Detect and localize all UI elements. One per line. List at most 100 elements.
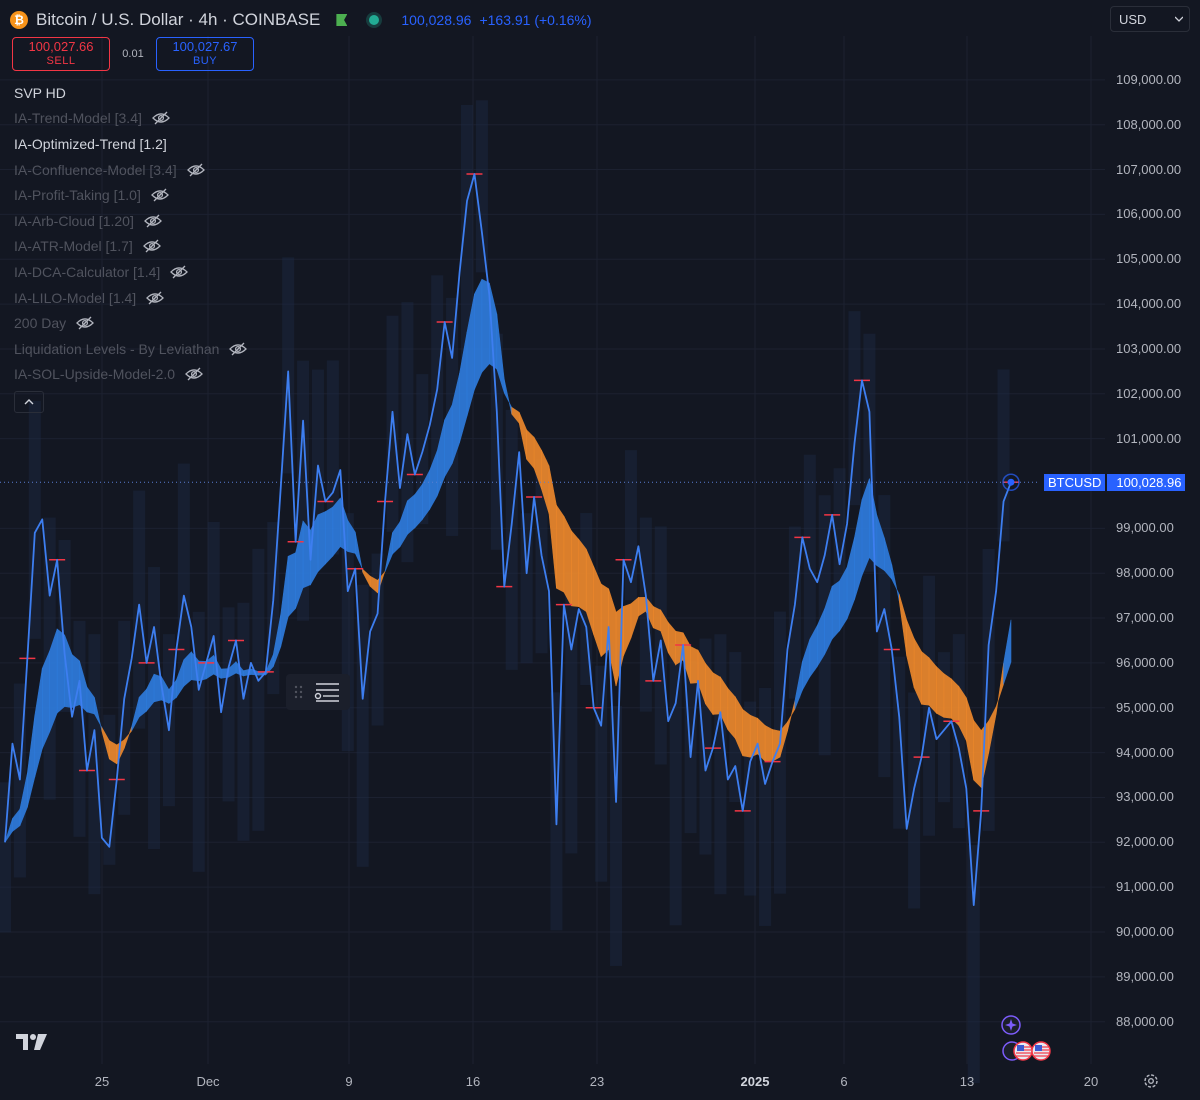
indicator-row[interactable]: IA-Arb-Cloud [1.20] (14, 208, 247, 234)
hidden-eye-icon[interactable] (76, 316, 95, 330)
ribbon-segment-bear (727, 687, 736, 740)
indicator-label: IA-Profit-Taking [1.0] (14, 187, 141, 204)
collapse-legend-button[interactable] (14, 391, 44, 414)
hidden-eye-icon[interactable] (229, 342, 248, 356)
ribbon-segment-bull (325, 506, 334, 565)
object-tree-icon[interactable] (312, 681, 340, 703)
ribbon-segment-bull (280, 556, 289, 648)
sell-button[interactable]: 100,027.66 SELL (12, 37, 110, 71)
indicator-label: IA-ATR-Model [1.7] (14, 238, 133, 255)
ribbon-segment-bear (995, 663, 1004, 715)
ribbon-segment-bear (951, 678, 960, 727)
volume-profile-bar (639, 517, 652, 712)
indicator-legend: SVP HD IA-Trend-Model [3.4] IA-Optimized-T… (14, 80, 248, 414)
time-axis-label: 25 (94, 1074, 110, 1089)
ribbon-segment-bear (593, 566, 602, 657)
hidden-eye-icon[interactable] (185, 367, 203, 381)
tradingview-logo[interactable] (16, 1032, 48, 1058)
volume-profile-bar (848, 311, 861, 506)
indicator-label: Liquidation Levels - By Leviathan (14, 340, 220, 357)
ribbon-segment-bear (757, 717, 766, 762)
sell-price: 100,027.66 (28, 39, 94, 54)
indicator-row[interactable]: IA-LILO-Model [1.4] (14, 285, 247, 311)
indicator-row[interactable]: SVP HD (14, 80, 247, 106)
hidden-eye-icon[interactable] (151, 111, 170, 125)
volume-profile-bar (565, 571, 578, 854)
floating-drawing-toolbar[interactable] (286, 674, 350, 710)
volume-profile-bar (505, 409, 518, 670)
hidden-eye-icon[interactable] (170, 265, 189, 279)
current-price-tag: BTCUSD 100,028.96 (1044, 474, 1186, 492)
volume-profile-bar (893, 656, 906, 829)
indicator-row[interactable]: IA-Trend-Model [3.4] (14, 106, 247, 132)
hidden-eye-icon[interactable] (146, 291, 165, 305)
volume-profile-bar (207, 521, 220, 672)
chevron-up-icon (24, 399, 34, 405)
settings-gear-icon[interactable] (1143, 1073, 1159, 1089)
currency-select[interactable]: USD (1110, 6, 1190, 32)
bitcoin-coin-icon: ₿ (10, 11, 28, 29)
ribbon-segment-bull (474, 279, 483, 390)
indicator-row[interactable]: IA-ATR-Model [1.7] (14, 234, 247, 260)
hidden-eye-icon[interactable] (150, 188, 169, 202)
hidden-eye-icon[interactable] (143, 214, 162, 228)
volume-profile-bar (386, 315, 399, 532)
time-axis-label: 13 (959, 1074, 975, 1089)
indicator-row[interactable]: IA-SOL-Upside-Model-2.0 (14, 362, 247, 388)
indicator-row[interactable]: Liquidation Levels - By Leviathan (14, 336, 248, 362)
hidden-eye-icon[interactable] (142, 239, 161, 253)
economic-events-flags-icon[interactable] (1001, 1040, 1053, 1062)
event-sparkle-icon[interactable] (1001, 1015, 1021, 1035)
buy-button[interactable]: 100,027.67 BUY (156, 37, 254, 71)
volume-profile-bar (401, 302, 414, 563)
ribbon-segment-bear (898, 594, 907, 656)
ribbon-segment-bear (973, 719, 982, 789)
symbol-title[interactable]: Bitcoin / U.S. Dollar · 4h · COINBASE (36, 10, 321, 29)
ribbon-segment-bear (690, 645, 699, 684)
price-axis-label: 97,000.00 (1116, 610, 1174, 626)
tradingview-logo-icon (16, 1034, 47, 1050)
volume-profile-bar (624, 450, 637, 601)
volume-profile-bar (431, 275, 444, 470)
trade-buttons: 100,027.66 SELL 0.01 100,027.67 BUY (12, 37, 254, 71)
price-axis-label: 89,000.00 (1116, 968, 1174, 984)
ribbon-segment-bull (831, 580, 840, 640)
ribbon-segment-bull (407, 493, 416, 536)
price-axis-label: 92,000.00 (1116, 834, 1174, 850)
price-axis-label: 95,000.00 (1116, 699, 1174, 715)
hidden-eye-icon[interactable] (186, 163, 205, 177)
price-line-layer (4, 173, 1012, 906)
volume-profile-bar (908, 692, 921, 909)
current-price-pulse (1002, 473, 1020, 491)
ribbon-segment-bull (861, 478, 870, 576)
volume-profile-bar (162, 634, 175, 807)
price-axis-label: 94,000.00 (1116, 744, 1174, 760)
volume-profile-bar (595, 665, 608, 882)
time-axis-label: 20 (1083, 1074, 1099, 1089)
price-axis-label: 101,000.00 (1116, 430, 1182, 446)
indicator-row[interactable]: IA-DCA-Calculator [1.4] (14, 259, 247, 285)
price-axis-label: 102,000.00 (1116, 385, 1182, 401)
indicator-row[interactable]: IA-Optimized-Trend [1.2] (14, 131, 247, 157)
ribbon-segment-bear (667, 621, 676, 666)
ribbon-segment-bear (742, 708, 751, 758)
price-tag-symbol: BTCUSD (1044, 474, 1106, 492)
drag-handle-icon[interactable] (294, 685, 304, 699)
indicator-label: 200 Day (14, 315, 67, 332)
price-line (4, 173, 1012, 906)
time-axis-label: 16 (465, 1074, 481, 1089)
indicator-label: IA-SOL-Upside-Model-2.0 (14, 366, 176, 383)
indicator-row[interactable]: 200 Day (14, 310, 247, 336)
buy-price: 100,027.67 (172, 39, 238, 54)
indicator-row[interactable]: IA-Confluence-Model [3.4] (14, 157, 247, 183)
price-tag-value: 100,028.96 (1107, 474, 1186, 492)
ribbon-segment-bull (34, 668, 43, 778)
volume-profile-bar (311, 369, 324, 520)
time-axis-label: 2025 (740, 1074, 770, 1089)
ribbon-segment-bull (354, 531, 363, 573)
price-change: +163.91 (+0.16%) (479, 12, 592, 28)
indicator-row[interactable]: IA-Profit-Taking [1.0] (14, 182, 247, 208)
ribbon-segment-bear (787, 700, 796, 732)
indicator-label: IA-Trend-Model [3.4] (14, 110, 142, 127)
